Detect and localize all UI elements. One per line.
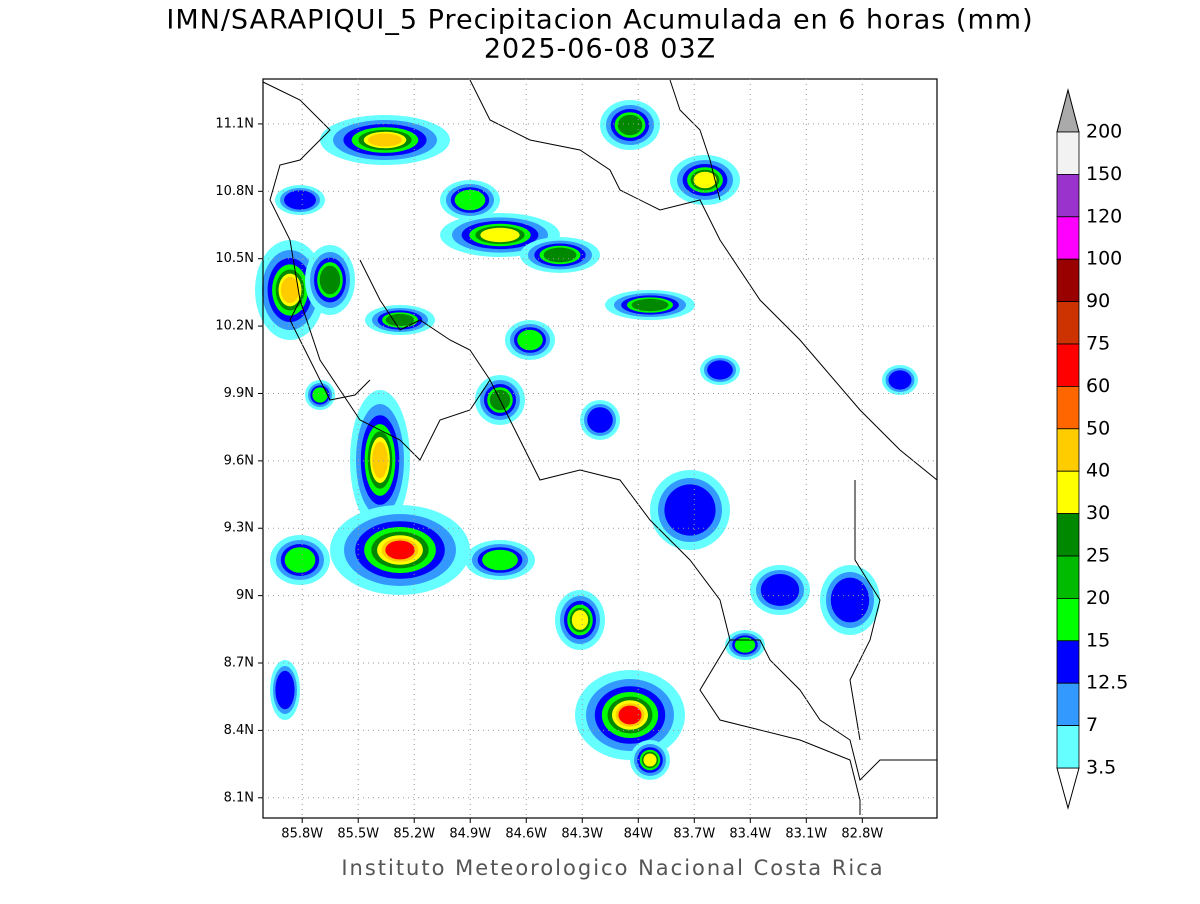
colorbar-label: 25: [1086, 545, 1110, 567]
lat-tick-label: 10.2N: [215, 319, 254, 334]
lat-tick-label: 8.7N: [224, 656, 254, 671]
lon-tick-label: 85.5W: [337, 827, 379, 842]
coast-line: [489, 379, 861, 815]
lon-tick-label: 84.9W: [449, 827, 491, 842]
precip-contour: [312, 387, 328, 403]
colorbar-label: 50: [1086, 417, 1110, 439]
footer: Instituto Meteorologico Nacional Costa R…: [341, 856, 884, 880]
colorbar-label: 20: [1086, 587, 1110, 609]
precip-contour: [734, 637, 756, 653]
precip-contour: [664, 484, 716, 536]
colorbar-label: 30: [1086, 502, 1110, 524]
coast-line: [262, 81, 491, 461]
colorbar-band: [1056, 470, 1080, 515]
colorbar-band: [1056, 301, 1080, 345]
precip-contour: [830, 577, 870, 623]
colorbar-label: 150: [1086, 163, 1122, 185]
colorbar-label: 75: [1086, 333, 1110, 355]
lat-tick-label: 9.6N: [224, 453, 254, 468]
colorbar-band: [1056, 385, 1080, 430]
lat-tick-label: 9.9N: [224, 386, 254, 401]
colorbar-band: [1056, 428, 1080, 472]
lon-tick-label: 85.8W: [281, 827, 323, 842]
colorbar-label: 12.5: [1086, 672, 1128, 694]
lon-tick-label: 83.7W: [673, 827, 715, 842]
precip-contour: [482, 549, 518, 571]
lon-tick-label: 84W: [624, 827, 654, 842]
precip-contour: [284, 547, 316, 573]
title: IMN/SARAPIQUI_5 Precipitacion Acumulada …: [166, 5, 1033, 36]
colorbar-band: [1056, 216, 1080, 260]
colorbar-label: 15: [1086, 629, 1110, 651]
colorbar-band: [1056, 131, 1080, 175]
colorbar-label: 100: [1086, 248, 1122, 270]
precip-contour: [587, 407, 613, 433]
precip-contour: [618, 705, 642, 725]
precip-contour: [517, 329, 543, 351]
lat-tick-label: 11.1N: [215, 116, 254, 131]
colorbar-band: [1056, 682, 1080, 727]
precip-contour: [480, 227, 520, 243]
lat-tick-label: 8.4N: [224, 723, 254, 738]
lat-tick-label: 9N: [236, 588, 254, 603]
colorbar-band: [1056, 343, 1080, 387]
colorbar-band: [1056, 725, 1080, 769]
lat-tick-label: 8.1N: [224, 790, 254, 805]
precip-contour: [372, 441, 388, 479]
border-line: [669, 79, 721, 201]
colorbar-label: 200: [1086, 121, 1122, 143]
precip-contour: [543, 247, 577, 263]
coastlines: [262, 79, 938, 815]
lat-tick-label: 10.5N: [215, 251, 254, 266]
coast-line: [730, 639, 937, 781]
colorbar-label: 3.5: [1086, 757, 1116, 779]
colorbar-label: 90: [1086, 290, 1110, 312]
lon-tick-label: 84.6W: [505, 827, 547, 842]
precip-contour: [275, 670, 295, 710]
precip-contour: [367, 133, 403, 147]
colorbar-band: [1056, 513, 1080, 557]
lat-tick-label: 9.3N: [224, 521, 254, 536]
precip-field: [255, 100, 918, 780]
precip-contour: [571, 610, 589, 630]
precip-contour: [385, 540, 415, 560]
colorbar-label: 60: [1086, 375, 1110, 397]
lon-tick-label: 84.3W: [561, 827, 603, 842]
colorbar-label: 7: [1086, 714, 1098, 736]
colorbar-band: [1056, 598, 1080, 642]
precip-contour: [760, 574, 800, 606]
precip-contour: [693, 171, 717, 189]
precip-contour: [888, 370, 912, 390]
lon-tick-label: 83.4W: [729, 827, 771, 842]
coast-line: [289, 299, 371, 401]
colorbar-band: [1056, 640, 1080, 684]
precip-contour: [631, 298, 669, 312]
precip-contour: [617, 114, 643, 136]
precip-contour: [280, 276, 300, 304]
subtitle: 2025-06-08 03Z: [484, 34, 716, 65]
colorbar-band: [1056, 258, 1080, 303]
precip-contour: [319, 265, 341, 295]
border-line: [849, 480, 881, 741]
colorbar-label: 40: [1086, 460, 1110, 482]
colorbar-band: [1056, 173, 1080, 218]
colorbar-label: 120: [1086, 205, 1122, 227]
precip-contour: [385, 313, 415, 327]
lon-tick-label: 85.2W: [393, 827, 435, 842]
precip-contour: [284, 190, 316, 210]
colorbar-band: [1056, 555, 1080, 599]
precip-contour: [643, 753, 657, 767]
precip-contour: [707, 360, 733, 380]
lon-tick-label: 83.1W: [785, 827, 827, 842]
map-frame: [262, 78, 938, 819]
lat-tick-label: 10.8N: [215, 184, 254, 199]
lon-tick-label: 82.8W: [841, 827, 883, 842]
coast-line: [469, 79, 938, 481]
